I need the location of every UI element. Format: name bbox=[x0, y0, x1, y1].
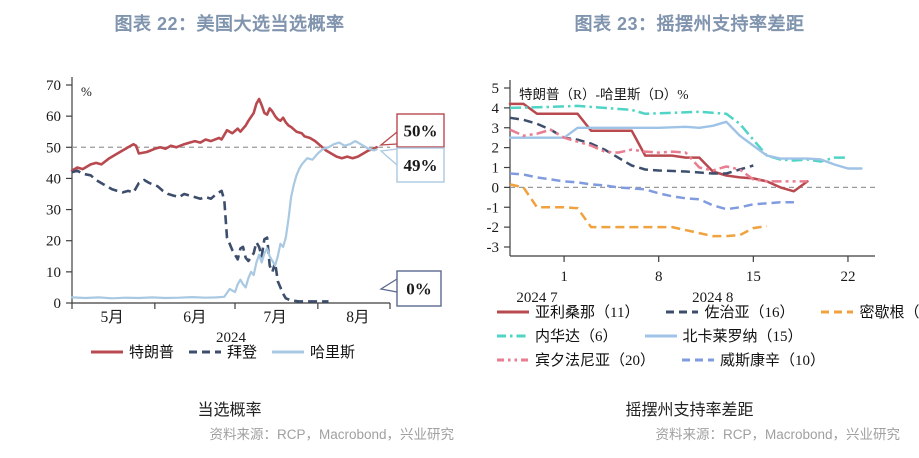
series-wisconsin bbox=[509, 172, 794, 211]
swing-state-gap-chart: -3 -2 -1 0 1 2 3 4 5 1 8 15 22 2024 7 2024 8 特朗普（R）-哈里斯… bbox=[487, 80, 875, 306]
y-tick-label: 4 bbox=[492, 101, 500, 117]
y-tick-label: 30 bbox=[46, 203, 61, 219]
callout-label: 49% bbox=[404, 156, 438, 175]
legend-swatch-nevada-icon bbox=[497, 334, 529, 337]
legend-item-biden: 拜登 bbox=[188, 341, 257, 362]
legend-item-arizona: 亚利桑那（11） bbox=[496, 301, 639, 322]
x-tick-label: 8 bbox=[655, 269, 663, 285]
legend-label-wisconsin: 威斯康辛（10） bbox=[720, 353, 826, 369]
legend-item-north-carolina: 北卡莱罗纳（15） bbox=[644, 325, 803, 346]
series-pennsylvania bbox=[509, 128, 808, 183]
series-lines bbox=[70, 97, 378, 303]
legend-item-pennsylvania: 宾夕法尼亚（20） bbox=[496, 349, 655, 370]
y-tick-label: 2 bbox=[492, 141, 500, 157]
x-month-label: 6月 bbox=[183, 309, 206, 326]
legend-row: 特朗普 拜登 哈里斯 bbox=[90, 341, 369, 362]
legend-row: 内华达（6） 北卡莱罗纳（15） bbox=[496, 325, 919, 346]
series-biden bbox=[71, 169, 329, 303]
legend-swatch-wisconsin-icon bbox=[682, 358, 715, 361]
callout-49: 49% bbox=[379, 147, 445, 183]
y-axis: 0 10 20 30 40 50 60 70 bbox=[46, 77, 73, 312]
panel-election-probability: 图表 22：美国大选当选概率 0 10 20 30 40 50 60 70 5月 6月 7月 8月 20… bbox=[0, 0, 459, 458]
election-probability-chart: 0 10 20 30 40 50 60 70 5月 6月 7月 8月 2024% 50% 49% 0% bbox=[46, 77, 445, 346]
legend-swatch-biden-icon bbox=[188, 350, 221, 353]
x-month-label: 5月 bbox=[100, 309, 123, 326]
y-tick-label: 40 bbox=[46, 171, 61, 187]
y-tick-label: 70 bbox=[46, 78, 61, 94]
legend-right: 亚利桑那（11） 佐治亚（16） 密歇根（16） 内华达（6） 北卡莱罗纳（15） 宾夕法… bbox=[460, 301, 919, 370]
x-period-label: 2024 8 bbox=[692, 290, 733, 306]
legend-label-michigan: 密歇根（16） bbox=[859, 305, 919, 321]
y-tick-label: -3 bbox=[487, 240, 500, 256]
y-tick-label: 20 bbox=[46, 234, 61, 250]
legend-row: 亚利桑那（11） 佐治亚（16） 密歇根（16） bbox=[496, 301, 919, 322]
legend-item-georgia: 佐治亚（16） bbox=[665, 301, 794, 322]
legend-swatch-harris-icon bbox=[272, 350, 304, 353]
x-month-label: 7月 bbox=[263, 309, 286, 326]
x-axis: 1 8 15 22 2024 7 2024 8 bbox=[510, 255, 875, 306]
y-tick-label: -1 bbox=[487, 200, 500, 216]
callout-50: 50% bbox=[379, 113, 445, 148]
legend-item-harris: 哈里斯 bbox=[271, 341, 355, 362]
legend-row: 宾夕法尼亚（20） 威斯康辛（10） bbox=[496, 349, 919, 370]
y-tick-label: 50 bbox=[46, 140, 61, 156]
legend-label-arizona: 亚利桑那（11） bbox=[535, 305, 640, 321]
legend-left: 特朗普 拜登 哈里斯 bbox=[0, 341, 459, 362]
y-axis: -3 -2 -1 0 1 2 3 4 5 bbox=[487, 80, 511, 256]
callout-0: 0% bbox=[379, 270, 442, 307]
y-tick-label: 0 bbox=[492, 180, 500, 196]
legend-label-north-carolina: 北卡莱罗纳（15） bbox=[682, 329, 803, 345]
series-harris bbox=[70, 139, 378, 300]
y-tick-label: 5 bbox=[492, 81, 500, 97]
x-tick-label: 1 bbox=[560, 269, 568, 285]
chart-title-left: 图表 22：美国大选当选概率 bbox=[114, 14, 345, 34]
callout-label: 0% bbox=[406, 280, 432, 299]
y-tick-label: -2 bbox=[487, 220, 500, 236]
source-note-left: 资料来源：RCP，Macrobond，兴业研究 bbox=[209, 427, 454, 442]
legend-label-harris: 哈里斯 bbox=[310, 345, 356, 361]
legend-item-nevada: 内华达（6） bbox=[496, 325, 618, 346]
chart-caption-left: 当选概率 bbox=[197, 402, 262, 419]
series-georgia bbox=[509, 116, 754, 175]
legend-swatch-pennsylvania-icon bbox=[497, 358, 529, 361]
legend-item-wisconsin: 威斯康辛（10） bbox=[681, 349, 825, 370]
legend-item-michigan: 密歇根（16） bbox=[820, 301, 919, 322]
series-north-carolina bbox=[508, 120, 863, 170]
legend-label-trump: 特朗普 bbox=[128, 345, 174, 361]
source-note-right: 资料来源：RCP，Macrobond，兴业研究 bbox=[655, 427, 900, 442]
legend-item-trump: 特朗普 bbox=[90, 341, 174, 362]
y-tick-label: 60 bbox=[46, 109, 61, 125]
series-michigan bbox=[509, 183, 768, 238]
panel-swing-state-gap: 图表 23：摇摆州支持率差距 -3 -2 -1 0 1 2 3 4 5 1 8 15 22 2024 7 2… bbox=[460, 0, 919, 458]
x-period-label: 2024 7 bbox=[516, 290, 558, 306]
y-tick-label: 3 bbox=[492, 121, 500, 137]
series-lines bbox=[508, 102, 863, 238]
legend-label-biden: 拜登 bbox=[226, 345, 257, 361]
legend-swatch-arizona-icon bbox=[497, 310, 529, 313]
series-trump bbox=[70, 97, 378, 172]
series-arizona bbox=[508, 102, 809, 193]
legend-label-pennsylvania: 宾夕法尼亚（20） bbox=[535, 353, 656, 369]
x-tick-label: 22 bbox=[840, 269, 855, 285]
y-tick-label: 1 bbox=[492, 161, 500, 177]
y-tick-label: 10 bbox=[46, 265, 61, 281]
series-nevada bbox=[509, 104, 848, 163]
legend-label-nevada: 内华达（6） bbox=[535, 329, 618, 345]
legend-swatch-trump-icon bbox=[90, 350, 123, 353]
chart-title-right: 图表 23：摇摆州支持率差距 bbox=[574, 14, 805, 34]
chart-caption-right: 摇摆州支持率差距 bbox=[625, 402, 754, 419]
callout-label: 50% bbox=[404, 122, 438, 141]
y-tick-label: 0 bbox=[54, 296, 62, 312]
legend-label-georgia: 佐治亚（16） bbox=[704, 305, 795, 321]
x-tick-label: 15 bbox=[746, 269, 761, 285]
y-unit-label: % bbox=[81, 84, 92, 99]
legend-swatch-north-carolina-icon bbox=[644, 334, 677, 337]
chart-annotation: 特朗普（R）-哈里斯（D）% bbox=[519, 87, 689, 102]
legend-swatch-michigan-icon bbox=[821, 310, 854, 313]
legend-swatch-georgia-icon bbox=[666, 310, 699, 313]
x-axis-year-label: 2024 bbox=[216, 330, 247, 346]
x-axis: 5月 6月 7月 8月 2024 bbox=[71, 302, 391, 346]
x-month-label: 8月 bbox=[346, 309, 369, 326]
